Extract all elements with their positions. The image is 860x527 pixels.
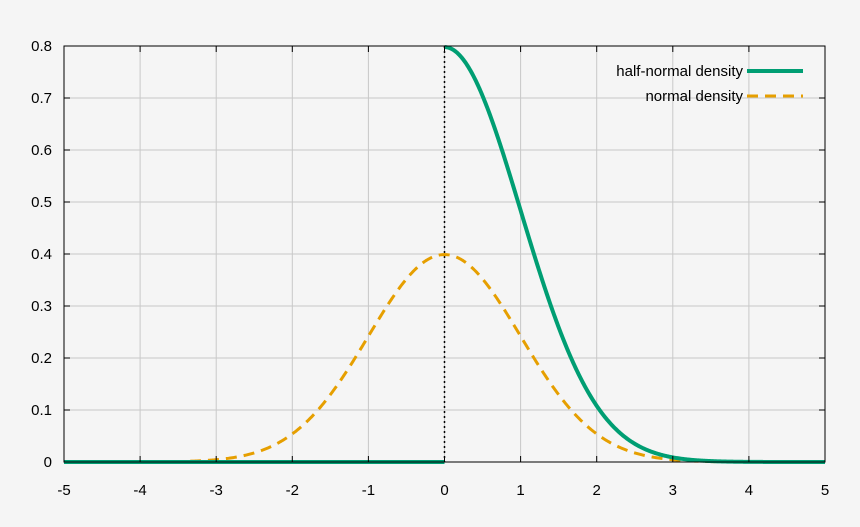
x-tick-label: 5: [821, 482, 829, 499]
legend-label: half-normal density: [616, 63, 743, 80]
legend: half-normal density normal density: [616, 63, 803, 105]
y-tick-label: 0: [44, 454, 52, 471]
x-tick-label: 2: [593, 482, 601, 499]
x-tick-label: 3: [669, 482, 677, 499]
x-tick-label: -3: [210, 482, 223, 499]
x-tick-label: -1: [362, 482, 375, 499]
legend-label: normal density: [645, 88, 743, 105]
x-tick-label: 4: [745, 482, 753, 499]
y-tick-label: 0.3: [31, 298, 52, 315]
x-tick-label: 1: [516, 482, 524, 499]
y-tick-label: 0.7: [31, 90, 52, 107]
x-tick-label: -5: [57, 482, 70, 499]
x-tick-label: -2: [286, 482, 299, 499]
x-tick-label: -4: [133, 482, 146, 499]
y-tick-label: 0.1: [31, 402, 52, 419]
y-tick-label: 0.5: [31, 194, 52, 211]
tick-layer: 0 0.1 0.2 0.3 0.4 0.5 0.6 0.7 0.8 -5 -4 -3 -2 -1 0 1 2 3 4…: [31, 38, 829, 499]
x-tick-label: 0: [440, 482, 448, 499]
y-tick-label: 0.8: [31, 38, 52, 55]
y-tick-label: 0.4: [31, 246, 52, 263]
y-tick-label: 0.2: [31, 350, 52, 367]
y-tick-label: 0.6: [31, 142, 52, 159]
